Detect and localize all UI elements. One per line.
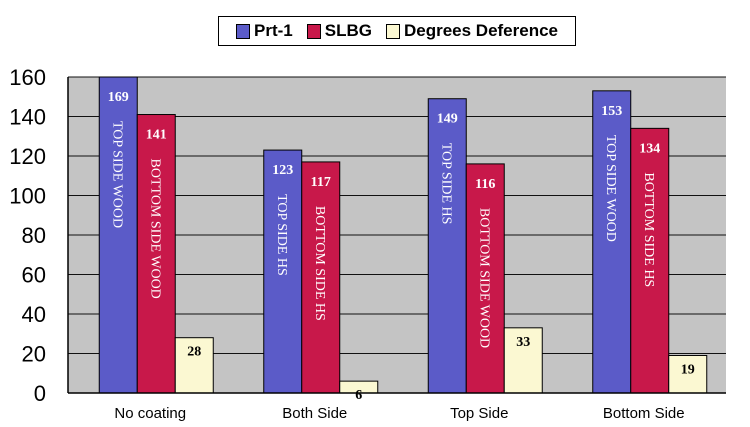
y-tick-label: 60: [22, 263, 46, 288]
bar-annotation: BOTTOM SIDE WOOD: [147, 159, 162, 299]
legend-item-degrees-deference: Degrees Deference: [385, 21, 558, 41]
bar-degrees-deference: [503, 327, 543, 394]
legend-label-slbg: SLBG: [324, 21, 372, 40]
x-tick-label: No coating: [114, 405, 186, 422]
bar-annotation: BOTTOM SIDE HS: [312, 206, 327, 321]
legend-label-prt1: Prt-1: [254, 21, 293, 40]
y-tick-label: 40: [22, 302, 46, 327]
data-label: 6: [355, 388, 362, 403]
bar-annotation: BOTTOM SIDE HS: [641, 172, 656, 287]
data-label: 28: [187, 345, 201, 360]
x-tick-label: Bottom Side: [603, 405, 685, 422]
y-tick-label: 160: [9, 65, 46, 90]
bar-slbg: [630, 127, 670, 394]
bar-annotation: TOP SIDE HS: [438, 143, 453, 225]
legend-swatch-prt1: [236, 23, 250, 39]
legend-item-slbg: SLBG: [306, 21, 372, 41]
y-tick-label: 140: [9, 105, 46, 130]
y-tick-label: 0: [34, 381, 46, 406]
bar-annotation: BOTTOM SIDE WOOD: [476, 208, 491, 348]
data-label: 149: [437, 112, 458, 127]
legend-swatch-degrees-deference: [385, 23, 400, 39]
data-label: 123: [272, 163, 293, 178]
x-tick-label: Top Side: [450, 405, 508, 422]
data-label: 33: [516, 335, 530, 350]
y-tick-label: 120: [9, 144, 46, 169]
legend-label-degrees-deference: Degrees Deference: [403, 21, 558, 40]
bar-slbg: [301, 161, 341, 394]
data-label: 169: [108, 90, 129, 105]
bar-annotation: TOP SIDE WOOD: [109, 121, 124, 228]
bar-annotation: TOP SIDE WOOD: [603, 135, 618, 242]
data-label: 141: [146, 128, 167, 143]
bar-slbg: [465, 163, 505, 394]
data-label: 117: [311, 175, 331, 190]
data-label: 19: [681, 362, 695, 377]
bar-prt1: [592, 90, 632, 394]
bar-annotation: TOP SIDE HS: [274, 194, 289, 276]
y-tick-label: 100: [9, 184, 46, 209]
data-label: 134: [639, 141, 660, 156]
bar-degrees-deference: [668, 354, 708, 394]
legend-swatch-slbg: [306, 23, 321, 39]
bar-degrees-deference: [174, 337, 214, 394]
legend: Prt-1 SLBG Degrees Deference: [218, 16, 576, 46]
legend-item-prt1: Prt-1: [236, 21, 293, 41]
data-label: 116: [475, 177, 495, 192]
y-tick-label: 80: [22, 223, 46, 248]
data-label: 153: [601, 104, 622, 119]
y-tick-label: 20: [22, 342, 46, 367]
x-tick-label: Both Side: [282, 405, 347, 422]
